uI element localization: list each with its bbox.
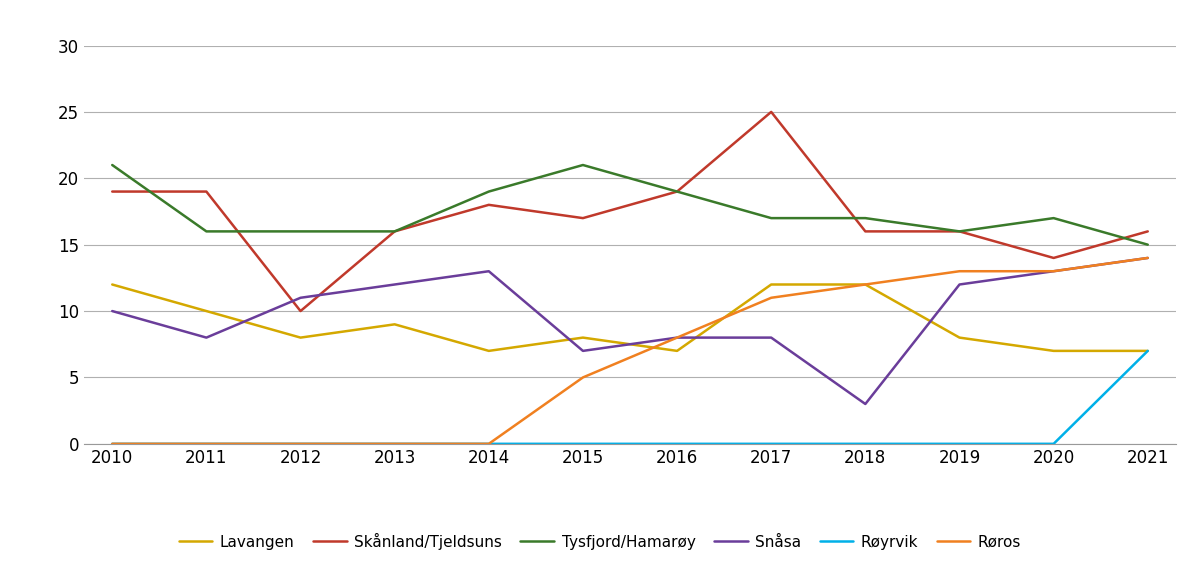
Lavangen (858, 281, 872, 288)
Røros (576, 374, 590, 381)
Snåsa (199, 334, 214, 341)
Skånland/Tjeldsuns (388, 228, 402, 235)
Lavangen (764, 281, 779, 288)
Snåsa (106, 308, 120, 315)
Tysfjord/Hamarøy (1046, 215, 1061, 221)
Snåsa (858, 401, 872, 407)
Snåsa (1046, 268, 1061, 275)
Snåsa (670, 334, 684, 341)
Tysfjord/Hamarøy (953, 228, 967, 235)
Røros (106, 440, 120, 447)
Tysfjord/Hamarøy (670, 188, 684, 195)
Røyrvik (953, 440, 967, 447)
Lavangen (1046, 348, 1061, 354)
Tysfjord/Hamarøy (481, 188, 496, 195)
Skånland/Tjeldsuns (670, 188, 684, 195)
Røyrvik (199, 440, 214, 447)
Røyrvik (670, 440, 684, 447)
Skånland/Tjeldsuns (953, 228, 967, 235)
Line: Skånland/Tjeldsuns: Skånland/Tjeldsuns (113, 112, 1147, 311)
Tysfjord/Hamarøy (764, 215, 779, 221)
Røros (388, 440, 402, 447)
Skånland/Tjeldsuns (858, 228, 872, 235)
Snåsa (576, 348, 590, 354)
Legend: Lavangen, Skånland/Tjeldsuns, Tysfjord/Hamarøy, Snåsa, Røyrvik, Røros: Lavangen, Skånland/Tjeldsuns, Tysfjord/H… (173, 526, 1027, 556)
Røros (481, 440, 496, 447)
Røyrvik (1140, 348, 1154, 354)
Tysfjord/Hamarøy (106, 162, 120, 168)
Skånland/Tjeldsuns (764, 109, 779, 116)
Røyrvik (481, 440, 496, 447)
Skånland/Tjeldsuns (1046, 254, 1061, 261)
Snåsa (388, 281, 402, 288)
Tysfjord/Hamarøy (576, 162, 590, 168)
Røyrvik (293, 440, 307, 447)
Line: Tysfjord/Hamarøy: Tysfjord/Hamarøy (113, 165, 1147, 245)
Tysfjord/Hamarøy (1140, 241, 1154, 248)
Skånland/Tjeldsuns (1140, 228, 1154, 235)
Skånland/Tjeldsuns (293, 308, 307, 315)
Lavangen (1140, 348, 1154, 354)
Tysfjord/Hamarøy (388, 228, 402, 235)
Lavangen (293, 334, 307, 341)
Snåsa (481, 268, 496, 275)
Lavangen (388, 321, 402, 328)
Snåsa (764, 334, 779, 341)
Røros (1046, 268, 1061, 275)
Line: Snåsa: Snåsa (113, 258, 1147, 404)
Lavangen (953, 334, 967, 341)
Røros (670, 334, 684, 341)
Line: Røros: Røros (113, 258, 1147, 444)
Røyrvik (576, 440, 590, 447)
Røyrvik (1046, 440, 1061, 447)
Skånland/Tjeldsuns (481, 201, 496, 208)
Røros (858, 281, 872, 288)
Røros (199, 440, 214, 447)
Tysfjord/Hamarøy (858, 215, 872, 221)
Røyrvik (388, 440, 402, 447)
Tysfjord/Hamarøy (293, 228, 307, 235)
Snåsa (953, 281, 967, 288)
Lavangen (670, 348, 684, 354)
Tysfjord/Hamarøy (199, 228, 214, 235)
Røros (293, 440, 307, 447)
Røros (953, 268, 967, 275)
Skånland/Tjeldsuns (106, 188, 120, 195)
Snåsa (293, 294, 307, 301)
Røyrvik (764, 440, 779, 447)
Røyrvik (106, 440, 120, 447)
Røros (764, 294, 779, 301)
Line: Lavangen: Lavangen (113, 284, 1147, 351)
Skånland/Tjeldsuns (576, 215, 590, 221)
Lavangen (481, 348, 496, 354)
Snåsa (1140, 254, 1154, 261)
Line: Røyrvik: Røyrvik (113, 351, 1147, 444)
Lavangen (199, 308, 214, 315)
Lavangen (106, 281, 120, 288)
Lavangen (576, 334, 590, 341)
Skånland/Tjeldsuns (199, 188, 214, 195)
Røros (1140, 254, 1154, 261)
Røyrvik (858, 440, 872, 447)
